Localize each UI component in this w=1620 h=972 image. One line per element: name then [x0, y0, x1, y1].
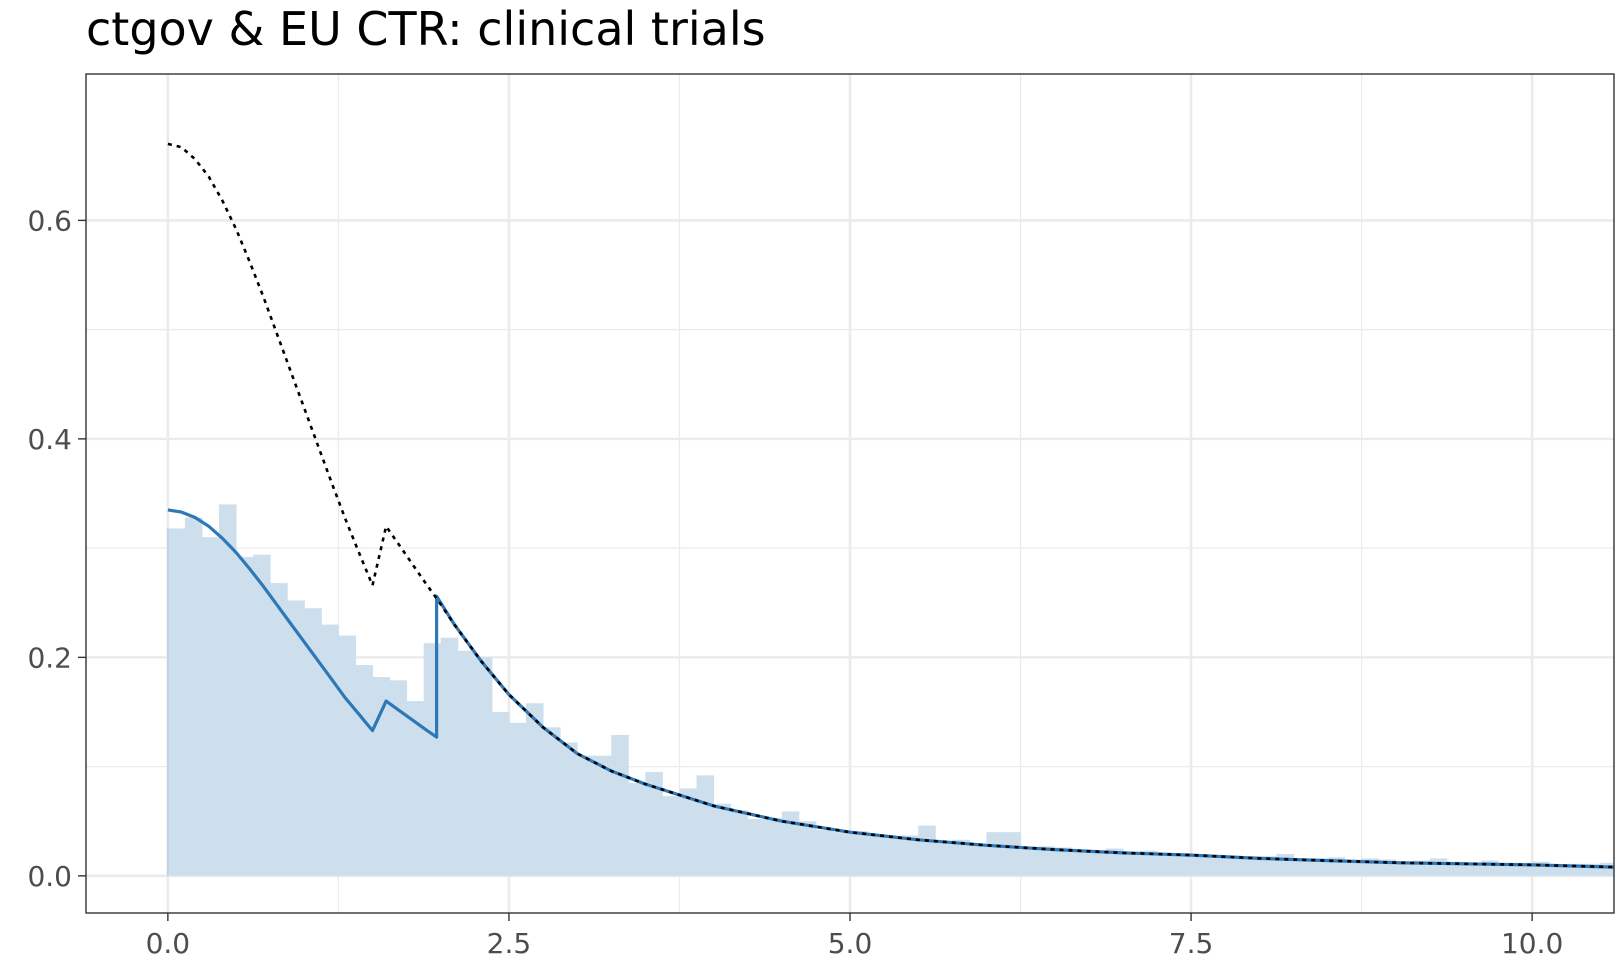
- histogram-bar: [662, 796, 680, 876]
- histogram-bar: [1259, 856, 1277, 876]
- histogram-bar: [184, 517, 203, 876]
- x-tick-label: 7.5: [1169, 927, 1214, 960]
- histogram-bar: [969, 844, 987, 876]
- histogram-bar: [1122, 851, 1141, 876]
- histogram-bar: [1293, 860, 1311, 876]
- histogram-bar: [611, 734, 629, 876]
- y-tick-label: 0.4: [27, 423, 72, 456]
- chart-title: ctgov & EU CTR: clinical trials: [86, 2, 766, 56]
- histogram-bar: [850, 831, 868, 876]
- series-line-dotted: [167, 142, 1615, 869]
- y-tick-label: 0.0: [27, 860, 72, 893]
- histogram-bar: [867, 834, 885, 876]
- histogram-bar: [747, 819, 766, 876]
- histogram-bar: [201, 537, 220, 876]
- histogram-bar: [508, 722, 527, 876]
- histogram-bar: [764, 817, 783, 876]
- y-axis-ticks: 0.0 0.2 0.4 0.6: [27, 204, 86, 893]
- histogram-bar: [1088, 851, 1107, 876]
- histogram-bar: [713, 803, 732, 876]
- histogram-bar: [679, 788, 698, 876]
- histogram-layer: [167, 504, 1614, 876]
- histogram-bar: [270, 583, 288, 876]
- histogram-bar: [219, 504, 237, 876]
- histogram-bar: [1191, 854, 1209, 876]
- histogram-bar: [1276, 854, 1294, 876]
- histogram-bar: [577, 755, 595, 876]
- histogram-bar: [167, 528, 186, 876]
- histogram-bar: [645, 772, 663, 876]
- histogram-bar: [253, 554, 271, 876]
- histogram-bar: [1429, 858, 1448, 876]
- histogram-bar: [628, 782, 646, 876]
- histogram-bar: [1498, 863, 1516, 876]
- x-tick-label: 2.5: [487, 927, 532, 960]
- histogram-bar: [1003, 832, 1022, 876]
- x-tick-label: 10.0: [1501, 927, 1563, 960]
- histogram-bar: [543, 727, 561, 876]
- histogram-bar: [1105, 848, 1124, 876]
- histogram-bar: [1463, 862, 1482, 876]
- histogram-bar: [406, 701, 425, 876]
- histogram-bar: [1020, 848, 1039, 876]
- histogram-bar: [287, 600, 305, 876]
- histogram-bar: [730, 810, 749, 876]
- histogram-bar: [781, 811, 800, 876]
- histogram-bar: [1310, 858, 1328, 876]
- histogram-bar: [1395, 861, 1414, 876]
- histogram-bar: [1054, 847, 1073, 876]
- histogram-bar: [1344, 859, 1363, 876]
- histogram-bar: [1156, 852, 1175, 876]
- histogram-bar: [1549, 864, 1567, 876]
- histogram-bar: [474, 657, 493, 876]
- histogram-bar: [832, 832, 851, 876]
- histogram-bar: [1037, 846, 1056, 876]
- histogram-bar: [457, 650, 476, 876]
- histogram-bar: [491, 711, 510, 876]
- histogram-bar: [986, 832, 1004, 876]
- histogram-bar: [236, 556, 254, 876]
- y-tick-label: 0.6: [27, 204, 72, 237]
- histogram-bar: [1071, 850, 1090, 876]
- histogram-bar: [884, 837, 902, 876]
- histogram-bar: [918, 825, 936, 876]
- grid-layer: [86, 74, 1614, 913]
- histogram-bar: [696, 775, 715, 876]
- histogram-bar: [798, 821, 817, 876]
- histogram-bar: [372, 677, 391, 876]
- histogram-bar: [1139, 850, 1158, 876]
- histogram-bar: [440, 637, 459, 876]
- histogram-bar: [423, 643, 442, 876]
- x-tick-label: 5.0: [828, 927, 873, 960]
- histogram-bar: [1242, 856, 1260, 876]
- histogram-bar: [1174, 854, 1192, 876]
- histogram-bar: [594, 755, 612, 876]
- histogram-bar: [338, 635, 356, 876]
- histogram-bar: [304, 608, 322, 876]
- histogram-bar: [1208, 855, 1226, 876]
- histogram-bar: [1225, 857, 1243, 876]
- histogram-bar: [935, 840, 953, 876]
- x-tick-label: 0.0: [146, 927, 191, 960]
- histogram-bar: [525, 703, 544, 876]
- histogram-bar: [321, 624, 339, 876]
- histogram-bar: [355, 665, 373, 876]
- histogram-bar: [1600, 862, 1614, 876]
- histogram-bar: [901, 835, 919, 876]
- histogram-bar: [815, 829, 834, 876]
- x-axis-ticks: 0.0 2.5 5.0 7.5 10.0: [146, 913, 1563, 960]
- line-layer: [167, 142, 1615, 869]
- histogram-bar: [560, 742, 578, 876]
- histogram-bar: [952, 839, 970, 876]
- y-tick-label: 0.2: [27, 641, 72, 674]
- histogram-bar: [389, 680, 408, 876]
